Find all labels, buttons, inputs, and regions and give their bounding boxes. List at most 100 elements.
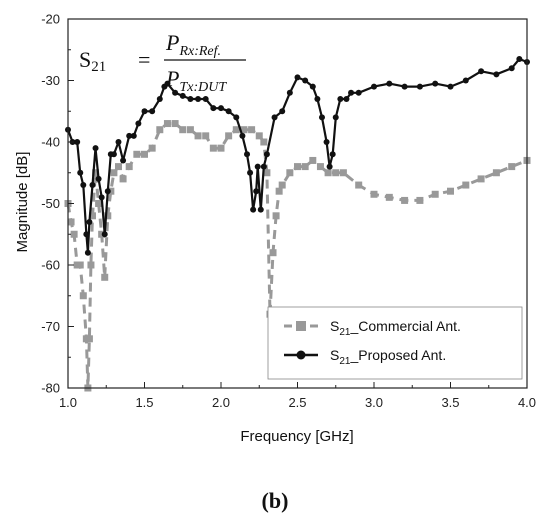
data-point-proposed [115,139,122,145]
data-point-proposed [195,95,202,102]
svg-text:PRx:Ref.: PRx:Ref. [165,30,221,59]
data-point-commercial [431,190,439,198]
y-tick-label: -40 [41,135,60,150]
data-point-commercial [67,218,75,226]
data-point-proposed [130,132,137,139]
y-tick-label: -60 [41,258,60,273]
data-point-commercial [477,175,485,183]
data-point-proposed [323,139,330,145]
data-point-commercial [269,249,277,257]
data-point-proposed [89,182,96,189]
data-point-proposed [302,77,309,84]
legend-marker-proposed [296,350,306,360]
data-point-commercial [309,156,317,164]
y-tick-label: -80 [41,381,60,396]
legend-box [267,306,523,380]
data-point-proposed [447,83,454,90]
data-point-commercial [401,196,409,204]
data-point-commercial [248,126,256,134]
data-point-commercial [70,230,78,238]
data-point-proposed [432,80,439,87]
y-axis-title: Magnitude [dB] [14,152,31,253]
data-point-proposed [386,80,393,87]
data-point-commercial [104,212,112,220]
x-tick-label: 1.0 [59,395,77,410]
data-point-commercial [98,230,106,238]
data-point-proposed [84,249,91,256]
data-point-proposed [250,206,257,213]
x-tick-label: 2.5 [288,395,306,410]
data-point-commercial [324,169,332,177]
data-point-commercial [88,212,96,220]
data-point-proposed [95,175,102,182]
data-point-commercial [209,144,217,152]
data-point-commercial [76,261,84,269]
data-point-commercial [232,126,240,134]
legend-marker-commercial [296,321,306,331]
data-point-proposed [371,83,377,90]
data-point-commercial [385,193,393,201]
data-point-proposed [263,151,270,158]
data-point-commercial [194,132,202,140]
data-point-proposed [416,83,423,90]
data-point-proposed [247,169,254,176]
data-point-proposed [233,114,240,121]
data-point-proposed [257,206,264,213]
data-point-commercial [339,169,347,177]
x-tick-label: 3.5 [441,395,459,410]
data-point-commercial [278,181,286,189]
data-point-commercial [508,163,516,171]
data-point-proposed [120,157,127,164]
y-tick-label: -30 [41,73,60,88]
data-point-commercial [141,150,148,158]
data-point-commercial [179,126,187,134]
data-point-proposed [286,89,293,96]
data-point-proposed [101,231,108,238]
data-point-commercial [272,212,280,220]
eq-equals: = [138,47,150,72]
data-point-proposed [83,231,90,238]
data-point-commercial [301,163,309,171]
y-tick-label: -50 [41,196,60,211]
data-point-commercial [92,169,100,177]
data-point-commercial [355,181,363,189]
eq-lhs-main: S [79,47,91,72]
data-point-proposed [516,55,523,62]
data-point-proposed [135,120,142,127]
data-point-commercial [110,169,118,177]
data-point-commercial [202,132,210,140]
data-point-commercial [107,187,115,195]
data-point-proposed [126,132,133,139]
data-point-proposed [164,80,171,87]
data-point-commercial [217,144,225,152]
data-point-commercial [148,144,156,152]
data-point-proposed [156,95,163,102]
data-point-proposed [77,169,84,176]
data-point-proposed [279,108,286,115]
equation-annotation: S21 = PRx:Ref. PTx:DUT [79,30,246,95]
data-point-commercial [462,181,470,189]
data-point-proposed [86,218,93,225]
data-point-commercial [286,169,294,177]
legend-label-proposed: S21_Proposed Ant. [330,347,446,367]
data-point-proposed [110,151,117,158]
eq-lhs-sub: 21 [91,59,106,75]
data-point-proposed [348,89,355,96]
data-point-commercial [492,169,500,177]
data-point-proposed [187,95,194,102]
data-point-proposed [179,92,186,99]
data-point-proposed [141,108,148,115]
data-point-proposed [326,163,333,170]
eq-num-main: P [165,30,179,55]
data-point-commercial [87,261,95,269]
x-tick-label: 2.0 [212,395,230,410]
series-line-commercial [66,122,528,390]
data-point-proposed [329,151,336,158]
data-point-proposed [343,95,350,102]
y-tick-label: -70 [41,319,60,334]
x-tick-label: 3.0 [365,395,383,410]
data-point-commercial [101,273,109,281]
data-point-commercial [332,169,340,177]
data-point-commercial [263,169,271,177]
